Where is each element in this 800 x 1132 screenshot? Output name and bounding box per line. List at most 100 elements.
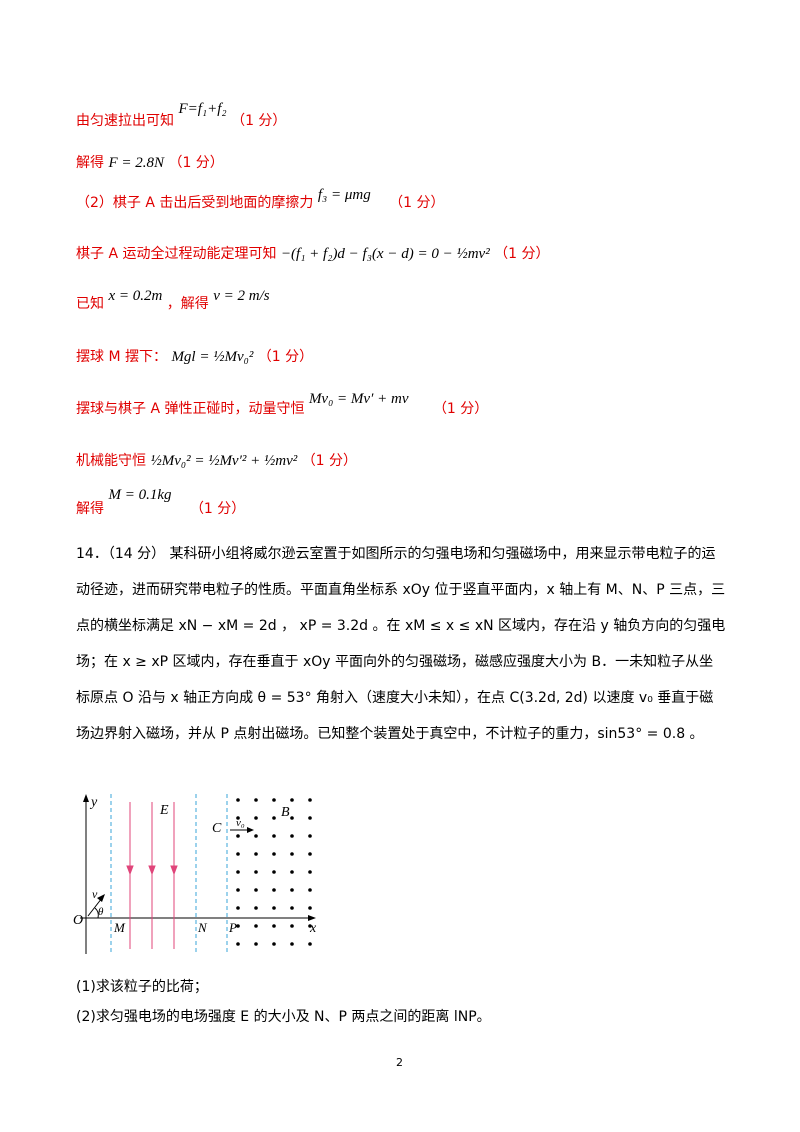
field-dot: [272, 870, 276, 874]
score: （1 分）: [231, 113, 287, 129]
solution-line-4: 棋子 A 运动全过程动能定理可知 −(f₁ + f₂)d − f₃(x − d)…: [76, 243, 550, 263]
field-dot: [308, 852, 312, 856]
label-O: O: [73, 913, 83, 928]
field-dot: [254, 834, 258, 838]
question-1: (1)求该粒子的比荷；: [76, 979, 208, 995]
electric-field-lines: [126, 802, 178, 949]
field-dot: [254, 888, 258, 892]
label-E: E: [159, 803, 169, 818]
label-x: x: [309, 921, 317, 936]
formula: Mgl = ½Mv₀²: [171, 349, 254, 365]
field-dot: [290, 924, 294, 928]
field-dot: [290, 870, 294, 874]
field-dot: [236, 870, 240, 874]
field-dot: [290, 834, 294, 838]
field-dot: [272, 834, 276, 838]
field-dot: [308, 888, 312, 892]
solution-line-7: 摆球与棋子 A 弹性正碰时，动量守恒 Mv₀ = Mv′ + mv （1 分）: [76, 391, 489, 418]
formula: x = 0.2m: [108, 288, 163, 304]
field-dot: [236, 834, 240, 838]
solution-text: （2）棋子 A 击出后受到地面的摩擦力: [76, 195, 314, 211]
v-arrow: [87, 897, 103, 917]
field-dot: [272, 924, 276, 928]
field-dot: [308, 816, 312, 820]
field-dot: [236, 942, 240, 946]
score: （1 分）: [494, 246, 550, 262]
field-dot: [254, 906, 258, 910]
field-dot: [236, 888, 240, 892]
field-dot: [236, 852, 240, 856]
field-dot: [272, 852, 276, 856]
problem-body: 某科研小组将威尔逊云室置于如图所示的匀强电场和匀强磁场中，用来显示带电粒子的运动…: [76, 546, 726, 742]
field-dot: [236, 816, 240, 820]
solution-text: ，解得: [166, 296, 209, 312]
label-N: N: [197, 920, 208, 935]
field-dot: [236, 924, 240, 928]
theta-arc: [94, 907, 99, 919]
label-B: B: [281, 805, 290, 820]
formula: Mv₀ = Mv′ + mv: [308, 391, 409, 407]
solution-text: 机械能守恒: [76, 453, 146, 469]
field-dot: [272, 798, 276, 802]
solution-text: 棋子 A 运动全过程动能定理可知: [76, 246, 277, 262]
formula: ½Mv₀² = ½Mv′² + ½mv²: [150, 453, 298, 469]
field-dot: [254, 798, 258, 802]
field-dot: [290, 906, 294, 910]
solution-line-8: 机械能守恒 ½Mv₀² = ½Mv′² + ½mv² （1 分）: [76, 450, 357, 470]
field-dot: [290, 798, 294, 802]
field-dot: [308, 942, 312, 946]
field-dot: [290, 852, 294, 856]
label-M: M: [113, 920, 126, 935]
formula: −(f₁ + f₂)d − f₃(x − d) = 0 − ½mv²: [280, 246, 490, 262]
label-v0: v₀: [236, 817, 245, 829]
field-dot: [254, 942, 258, 946]
solution-line-2: 解得 F = 2.8N （1 分）: [76, 152, 224, 172]
field-dot: [254, 924, 258, 928]
score: （1 分）: [168, 155, 224, 171]
page-number: 2: [396, 1056, 403, 1069]
field-dot: [308, 798, 312, 802]
v-arrow-icon: [97, 894, 105, 902]
field-dot: [308, 924, 312, 928]
field-dot: [236, 798, 240, 802]
score: （1 分）: [432, 401, 489, 417]
problem-14: 14．（14 分） 某科研小组将威尔逊云室置于如图所示的匀强电场和匀强磁场中，用…: [76, 536, 726, 752]
solution-text: 摆球与棋子 A 弹性正碰时，动量守恒: [76, 401, 305, 417]
formula: v = 2 m/s: [213, 288, 270, 304]
field-dot: [290, 942, 294, 946]
label-C: C: [212, 821, 222, 836]
score: （1 分）: [301, 453, 358, 469]
solution-line-1: 由匀速拉出可知 F=f₁+f₂ （1 分）: [76, 101, 287, 130]
score: （1 分）: [389, 195, 445, 211]
v0-arrow-icon: [247, 827, 254, 833]
label-P: P: [228, 920, 237, 935]
field-diagram: y x O M N P E B C v₀ v θ: [73, 794, 317, 954]
question-2: (2)求匀强电场的电场强度 E 的大小及 N、P 两点之间的距离 lNP。: [76, 1009, 491, 1025]
solution-text: 摆球 M 摆下：: [76, 349, 167, 365]
field-dot: [290, 888, 294, 892]
field-dot: [272, 942, 276, 946]
field-dot: [236, 906, 240, 910]
label-v: v: [92, 887, 98, 901]
formula: F = 2.8N: [108, 155, 164, 171]
problem-number: 14．（14 分）: [76, 546, 166, 562]
solution-line-6: 摆球 M 摆下： Mgl = ½Mv₀² （1 分）: [76, 346, 313, 366]
solution-line-3: （2）棋子 A 击出后受到地面的摩擦力 f₃ = μmg （1 分）: [76, 187, 445, 212]
score: （1 分）: [189, 501, 246, 517]
label-y: y: [89, 795, 98, 810]
solution-text: 由匀速拉出可知: [76, 113, 174, 129]
solution-text: 解得: [76, 501, 104, 517]
field-dot: [308, 834, 312, 838]
field-dot: [272, 816, 276, 820]
field-dot: [254, 870, 258, 874]
field-dot: [272, 888, 276, 892]
solution-line-9: 解得 M = 0.1kg （1 分）: [76, 487, 246, 518]
formula: f₃ = μmg: [317, 187, 371, 203]
field-dot: [308, 906, 312, 910]
magnetic-field-dots: [236, 798, 312, 946]
field-dot: [290, 816, 294, 820]
field-dot: [254, 816, 258, 820]
solution-line-5: 已知 x = 0.2m ，解得 v = 2 m/s: [76, 288, 270, 313]
formula: M = 0.1kg: [108, 487, 172, 503]
field-dot: [308, 870, 312, 874]
